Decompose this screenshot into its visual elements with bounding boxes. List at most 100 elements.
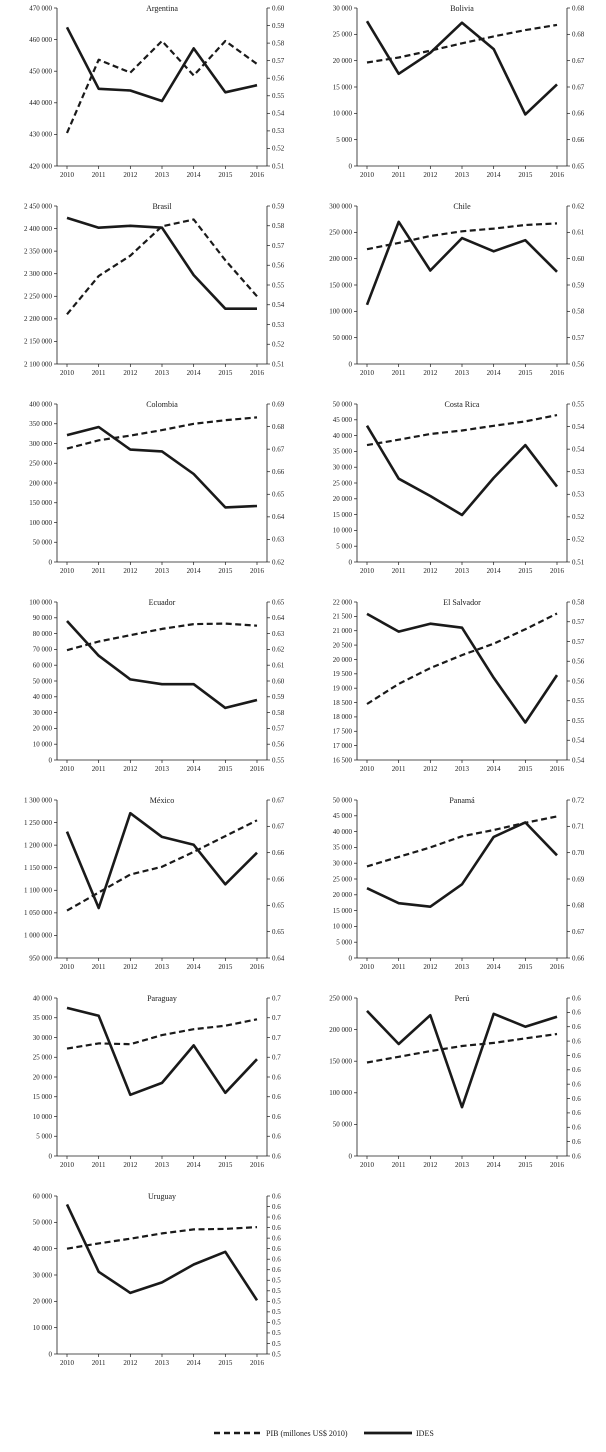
chart-title: Paraguay xyxy=(147,994,177,1003)
right-tick-label: 0.6 xyxy=(572,1052,581,1060)
x-tick-label: 2015 xyxy=(518,765,533,773)
x-tick-label: 2010 xyxy=(360,171,375,179)
chart-title: Argentina xyxy=(146,4,178,13)
pib-series-line xyxy=(66,1226,258,1250)
right-tick-label: 0.6 xyxy=(272,1133,281,1141)
right-tick-label: 0.53 xyxy=(572,468,585,476)
right-tick-label: 0.68 xyxy=(572,902,585,910)
left-tick-label: 100 000 xyxy=(329,308,352,316)
right-tick-label: 0.62 xyxy=(572,202,585,210)
x-tick-label: 2015 xyxy=(218,171,233,179)
legend-ides-label: IDES xyxy=(416,1429,434,1438)
left-tick-label: 10 000 xyxy=(333,923,353,931)
x-tick-label: 2014 xyxy=(487,171,502,179)
right-tick-label: 0.6 xyxy=(272,1224,281,1232)
left-tick-label: 2 250 000 xyxy=(24,293,53,301)
left-tick-label: 10 000 xyxy=(33,741,53,749)
x-tick-label: 2015 xyxy=(518,171,533,179)
x-tick-label: 2015 xyxy=(218,369,233,377)
left-tick-label: 20 000 xyxy=(33,725,53,733)
right-tick-label: 0.52 xyxy=(272,145,285,153)
left-tick-label: 25 000 xyxy=(333,479,353,487)
left-tick-label: 0 xyxy=(49,1152,53,1160)
right-tick-label: 0.66 xyxy=(572,136,585,144)
right-tick-label: 0.64 xyxy=(272,513,285,521)
left-tick-label: 420 000 xyxy=(29,162,52,170)
right-tick-label: 0.56 xyxy=(572,658,585,666)
right-tick-label: 0.67 xyxy=(572,928,585,936)
left-tick-label: 100 000 xyxy=(329,1089,352,1097)
left-tick-label: 0 xyxy=(49,1350,53,1358)
pib-series-line xyxy=(65,39,258,134)
right-tick-label: 0.63 xyxy=(272,630,285,638)
chart-title: Bolivia xyxy=(450,4,474,13)
left-tick-label: 60 000 xyxy=(33,1192,53,1200)
right-tick-label: 0.54 xyxy=(272,301,285,309)
left-tick-label: 430 000 xyxy=(29,131,52,139)
x-tick-label: 2012 xyxy=(423,963,438,971)
x-tick-label: 2013 xyxy=(455,369,470,377)
right-tick-label: 0.58 xyxy=(272,222,285,230)
x-tick-label: 2012 xyxy=(123,369,138,377)
right-tick-label: 0.67 xyxy=(572,57,585,65)
ides-series-line xyxy=(366,821,558,909)
x-tick-label: 2013 xyxy=(455,963,470,971)
left-tick-label: 15 000 xyxy=(333,83,353,91)
right-tick-label: 0.6 xyxy=(272,1256,281,1264)
left-tick-label: 45 000 xyxy=(333,812,353,820)
right-tick-label: 0.52 xyxy=(272,341,285,349)
pib-series-line xyxy=(66,622,258,652)
ides-series-line xyxy=(365,20,558,116)
left-tick-label: 5 000 xyxy=(36,1133,52,1141)
left-tick-label: 15 000 xyxy=(333,907,353,915)
right-tick-label: 0.59 xyxy=(272,693,285,701)
chart-paraguay: Paraguay 0 5 000 10 000 15 000 20 000 25 000 30… xyxy=(33,994,282,1169)
left-tick-label: 10 000 xyxy=(333,110,353,118)
pib-series-line xyxy=(366,414,558,447)
right-tick-label: 0.65 xyxy=(272,491,285,499)
x-tick-label: 2014 xyxy=(187,1161,202,1169)
right-tick-label: 0.66 xyxy=(572,954,585,962)
left-tick-label: 0 xyxy=(349,954,353,962)
left-tick-label: 10 000 xyxy=(33,1113,53,1121)
left-tick-label: 20 000 xyxy=(33,1298,53,1306)
x-tick-label: 2012 xyxy=(123,1359,138,1367)
x-tick-label: 2010 xyxy=(60,1359,75,1367)
left-tick-label: 2 350 000 xyxy=(24,247,53,255)
ides-series-line xyxy=(365,425,559,517)
left-tick-label: 2 200 000 xyxy=(24,315,53,323)
right-tick-label: 0.66 xyxy=(572,110,585,118)
left-tick-label: 17 500 xyxy=(333,728,353,736)
ides-series-line xyxy=(65,1203,259,1302)
left-tick-label: 2 150 000 xyxy=(24,338,53,346)
x-tick-label: 2014 xyxy=(487,963,502,971)
left-tick-label: 400 000 xyxy=(29,400,52,408)
left-tick-label: 440 000 xyxy=(29,99,52,107)
right-tick-label: 0.58 xyxy=(572,598,585,606)
x-tick-label: 2013 xyxy=(455,567,470,575)
right-tick-label: 0.5 xyxy=(272,1298,281,1306)
right-tick-label: 0.6 xyxy=(272,1192,281,1200)
x-tick-label: 2013 xyxy=(155,963,170,971)
left-tick-label: 100 000 xyxy=(29,598,52,606)
right-tick-label: 0.56 xyxy=(572,360,585,368)
right-tick-label: 0.59 xyxy=(572,281,585,289)
ides-series-line xyxy=(365,220,558,306)
chart-brasil: Brasil 2 100 000 2 150 000 2 200 000 2 250 0… xyxy=(24,202,285,377)
left-tick-label: 0 xyxy=(349,558,353,566)
x-tick-label: 2011 xyxy=(392,1161,406,1169)
left-tick-label: 90 000 xyxy=(33,614,53,622)
right-tick-label: 0.60 xyxy=(272,677,285,685)
right-tick-label: 0.62 xyxy=(272,646,285,654)
right-tick-label: 0.69 xyxy=(572,875,585,883)
legend: PIB (millones US$ 2010) IDES xyxy=(214,1429,434,1438)
right-tick-label: 0.68 xyxy=(572,31,585,39)
left-tick-label: 200 000 xyxy=(329,1026,352,1034)
left-tick-label: 1 200 000 xyxy=(24,841,53,849)
chart-title: Uruguay xyxy=(148,1192,176,1201)
x-tick-label: 2012 xyxy=(423,567,438,575)
right-tick-label: 0.65 xyxy=(272,598,285,606)
x-tick-label: 2010 xyxy=(60,765,75,773)
right-tick-label: 0.59 xyxy=(272,202,285,210)
left-tick-label: 200 000 xyxy=(29,479,52,487)
